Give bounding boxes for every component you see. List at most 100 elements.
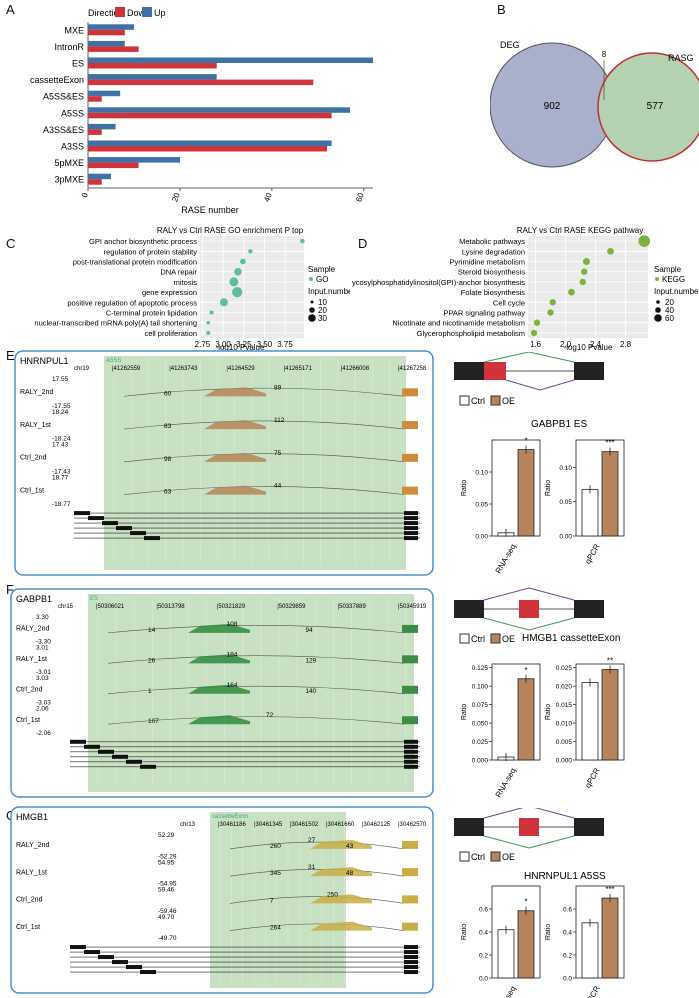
F-scale-top: 2.06	[36, 705, 49, 712]
panel-e-barplots: GABPB1 ES Ctrl OE 0.00 0.05 0.10 Ratio * RNA-se…	[454, 352, 625, 575]
E-annotation-exon	[404, 536, 418, 541]
F-region-label: ES	[90, 596, 98, 602]
G-coverage-tail	[402, 840, 418, 849]
E-junction-count: 98	[164, 456, 172, 463]
venn-rasg-circle	[597, 52, 699, 162]
G-junction-count: 250	[327, 891, 338, 898]
panel-d-xlabel: -log10 Pvalue	[564, 343, 613, 352]
panel-d-dot	[638, 235, 651, 247]
panel-c-dot	[248, 249, 253, 254]
panel-c-term-label: nuclear-transcribed mRNA poly(A) tail sh…	[34, 319, 197, 328]
panel-a-category-label: A3SS	[61, 142, 84, 152]
panel-f-rnaseq-group-label: RNA-seq	[494, 767, 518, 800]
panel-a-bar-down	[88, 129, 102, 135]
E-region-label: A5SS	[106, 358, 121, 364]
panel-g-schema-legend-oe-swatch	[490, 851, 501, 862]
E-annotation-exon	[88, 516, 104, 521]
panel-e-qpcr-bar-oe	[601, 451, 619, 537]
panel-d-term-label: Nicotinate and nicotinamide metabolism	[392, 319, 525, 328]
F-annotation-exon	[84, 744, 100, 749]
panel-a-bar-up	[88, 90, 121, 97]
G-coord-label: |30461660	[326, 822, 355, 828]
G-sample-label: RALY_2nd	[16, 842, 49, 849]
E-junction-count: 112	[274, 417, 285, 424]
panel-a-bar-up	[88, 157, 180, 163]
F-scale-bottom: -3.01	[36, 669, 51, 676]
panel-e-rnaseq-significance: *	[524, 437, 527, 446]
panel-d-size-label-2: 40	[665, 306, 674, 315]
panel-e-qpcr-ylabel: Ratio	[545, 480, 552, 496]
panel-a-bar-up	[88, 123, 116, 130]
E-scale-bottom: -17.55	[52, 403, 71, 410]
F-junction-count: 94	[305, 627, 313, 634]
G-junction-count: 7	[270, 897, 274, 904]
G-annotation-exon	[112, 960, 128, 965]
panel-d-plot-bg	[528, 236, 648, 338]
panel-d-size-title: Input.number	[654, 287, 699, 296]
panel-f-rnaseq-ytick-label: 0.000	[472, 758, 489, 765]
panel-e-qpcr-significance: ***	[605, 439, 614, 448]
E-coord-label: |41263743	[169, 366, 198, 372]
E-coverage-peak	[204, 452, 266, 462]
E-annotation-exon	[404, 511, 418, 516]
panel-c-dot	[206, 330, 211, 335]
panel-e-qpcr-bar-ctrl	[581, 488, 599, 537]
G-coverage-peak	[310, 839, 372, 849]
panel-f-qpcr-ytick-label: 0.010	[556, 721, 573, 728]
E-junction-count: 83	[164, 423, 172, 430]
panel-c-size-label-2: 20	[318, 306, 327, 315]
E-chr: chr19	[74, 366, 90, 372]
G-annotation-exon	[404, 945, 418, 950]
panel-c-term-label: post-translational protein modification	[73, 258, 197, 267]
venn-deg-only: 902	[544, 101, 561, 112]
panel-d-term-label: Cell cycle	[493, 298, 525, 307]
panel-f-qpcr-significance: **	[607, 657, 613, 666]
panel-f-qpcr-ytick-label: 0.005	[556, 739, 573, 746]
panel-e-event-title: GABPB1 ES	[531, 419, 587, 430]
G-coord-label: |30461186	[218, 822, 246, 828]
E-annotation-exon	[404, 526, 418, 531]
panel-a-category-label: A5SS&ES	[43, 92, 84, 102]
panel-a-bar-up	[88, 140, 332, 146]
E-annotation-exon	[144, 536, 160, 541]
G-annotation-exon	[126, 965, 142, 970]
panel-f-rnaseq-significance: *	[524, 666, 527, 675]
F-coverage-peak	[188, 623, 250, 633]
E-sample-label: RALY_1st	[20, 422, 51, 429]
panel-c-dot	[206, 320, 210, 325]
E-annotation-exon	[102, 521, 118, 526]
panel-c-dot	[232, 287, 243, 298]
panel-f-schema-skip-arc	[483, 587, 575, 601]
panel-f-qpcr-bar-ctrl	[581, 682, 599, 761]
panel-c-xtick-label: 3.50	[257, 340, 273, 349]
panel-f-rnaseq-ytick-label: 0.125	[472, 665, 489, 672]
panel-a-bar-down	[88, 46, 139, 52]
E-coord-label: |41262559	[112, 366, 141, 372]
E-coverage-tail	[402, 388, 418, 397]
panel-a-bar-down	[88, 112, 332, 119]
panel-c-xtick-label: 3.00	[215, 340, 231, 349]
panel-a-legend: Direction Down Up	[88, 7, 166, 18]
panel-letter-f: F	[6, 582, 14, 597]
E-scale-top: 17.43	[52, 442, 69, 449]
panel-c-dot	[240, 258, 246, 265]
E-coord-label: |41265171	[284, 366, 313, 372]
panel-a-bar-up	[88, 107, 351, 113]
E-scale-top: 18.24	[52, 409, 69, 416]
F-annotation-exon	[140, 764, 156, 769]
F-scale-top: 3.30	[36, 614, 49, 621]
G-coverage-peak	[310, 921, 372, 931]
panel-d-size-dot-1	[656, 300, 660, 304]
panel-a-bar-down	[88, 179, 102, 185]
G-annotation-exon	[70, 945, 86, 950]
panel-d-dot	[607, 247, 614, 255]
E-scale-bottom: -17.43	[52, 468, 71, 475]
panel-g-rnaseq-ytick-label: 0.2	[479, 953, 488, 960]
panel-g-rnaseq-ylabel: Ratio	[461, 924, 468, 940]
panel-g-qpcr-ytick-label: 0.4	[563, 930, 572, 937]
panel-d-dot	[533, 319, 541, 326]
panel-d-term-label: Lysine degradation	[462, 247, 525, 256]
F-junction-count: 72	[266, 712, 274, 719]
F-junction-count: 14	[148, 627, 156, 634]
G-junction-count: 48	[346, 870, 354, 877]
